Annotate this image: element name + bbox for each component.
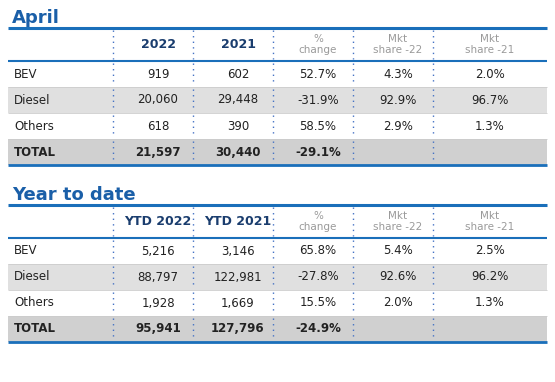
Bar [8,238,547,264]
Text: 2.5%: 2.5% [475,244,505,257]
Text: 92.6%: 92.6% [379,270,417,283]
Text: 618: 618 [147,120,169,133]
Text: 29,448: 29,448 [218,94,259,107]
Text: Others: Others [14,296,54,309]
Text: 4.3%: 4.3% [383,68,413,81]
Text: 3,146: 3,146 [221,244,255,257]
Text: 5,216: 5,216 [141,244,175,257]
Text: 5.4%: 5.4% [383,244,413,257]
Text: 2021: 2021 [220,38,255,51]
Text: BEV: BEV [14,68,38,81]
Text: 1.3%: 1.3% [475,120,505,133]
Bar [8,290,547,316]
Text: 95,941: 95,941 [135,322,181,335]
Text: Diesel: Diesel [14,94,51,107]
Text: 2022: 2022 [140,38,175,51]
Text: 1,669: 1,669 [221,296,255,309]
Text: 52.7%: 52.7% [299,68,337,81]
Bar [8,264,547,290]
Text: 1,928: 1,928 [141,296,175,309]
Text: April: April [12,9,60,27]
Text: 65.8%: 65.8% [300,244,336,257]
Text: BEV: BEV [14,244,38,257]
Text: 390: 390 [227,120,249,133]
Text: YTD 2021: YTD 2021 [204,215,271,228]
Text: Diesel: Diesel [14,270,51,283]
Bar [8,139,547,165]
Text: %
change: % change [299,211,337,232]
Text: 21,597: 21,597 [135,146,181,159]
Bar [8,113,547,139]
Text: -31.9%: -31.9% [297,94,339,107]
Text: YTD 2022: YTD 2022 [124,215,191,228]
Text: 96.2%: 96.2% [471,270,509,283]
Text: 58.5%: 58.5% [300,120,336,133]
Text: 2.0%: 2.0% [475,68,505,81]
Text: TOTAL: TOTAL [14,146,56,159]
Bar [8,28,547,61]
Text: Mkt
share -22: Mkt share -22 [374,211,422,232]
Text: 30,440: 30,440 [215,146,261,159]
Text: 1.3%: 1.3% [475,296,505,309]
Bar [8,61,547,87]
Text: Others: Others [14,120,54,133]
Text: -29.1%: -29.1% [295,146,341,159]
Text: Year to date: Year to date [12,186,135,204]
Text: Mkt
share -21: Mkt share -21 [466,34,514,55]
Text: 122,981: 122,981 [214,270,263,283]
Text: Mkt
share -22: Mkt share -22 [374,34,422,55]
Text: -27.8%: -27.8% [297,270,339,283]
Text: 2.0%: 2.0% [383,296,413,309]
Text: 92.9%: 92.9% [379,94,417,107]
Text: 88,797: 88,797 [138,270,179,283]
Text: 919: 919 [147,68,169,81]
Text: 127,796: 127,796 [211,322,265,335]
Text: 2.9%: 2.9% [383,120,413,133]
Bar [8,87,547,113]
Bar [8,316,547,342]
Text: Mkt
share -21: Mkt share -21 [466,211,514,232]
Bar [8,205,547,238]
Text: %
change: % change [299,34,337,55]
Text: 602: 602 [227,68,249,81]
Text: 15.5%: 15.5% [300,296,336,309]
Text: 96.7%: 96.7% [471,94,509,107]
Text: 20,060: 20,060 [138,94,179,107]
Text: TOTAL: TOTAL [14,322,56,335]
Text: -24.9%: -24.9% [295,322,341,335]
